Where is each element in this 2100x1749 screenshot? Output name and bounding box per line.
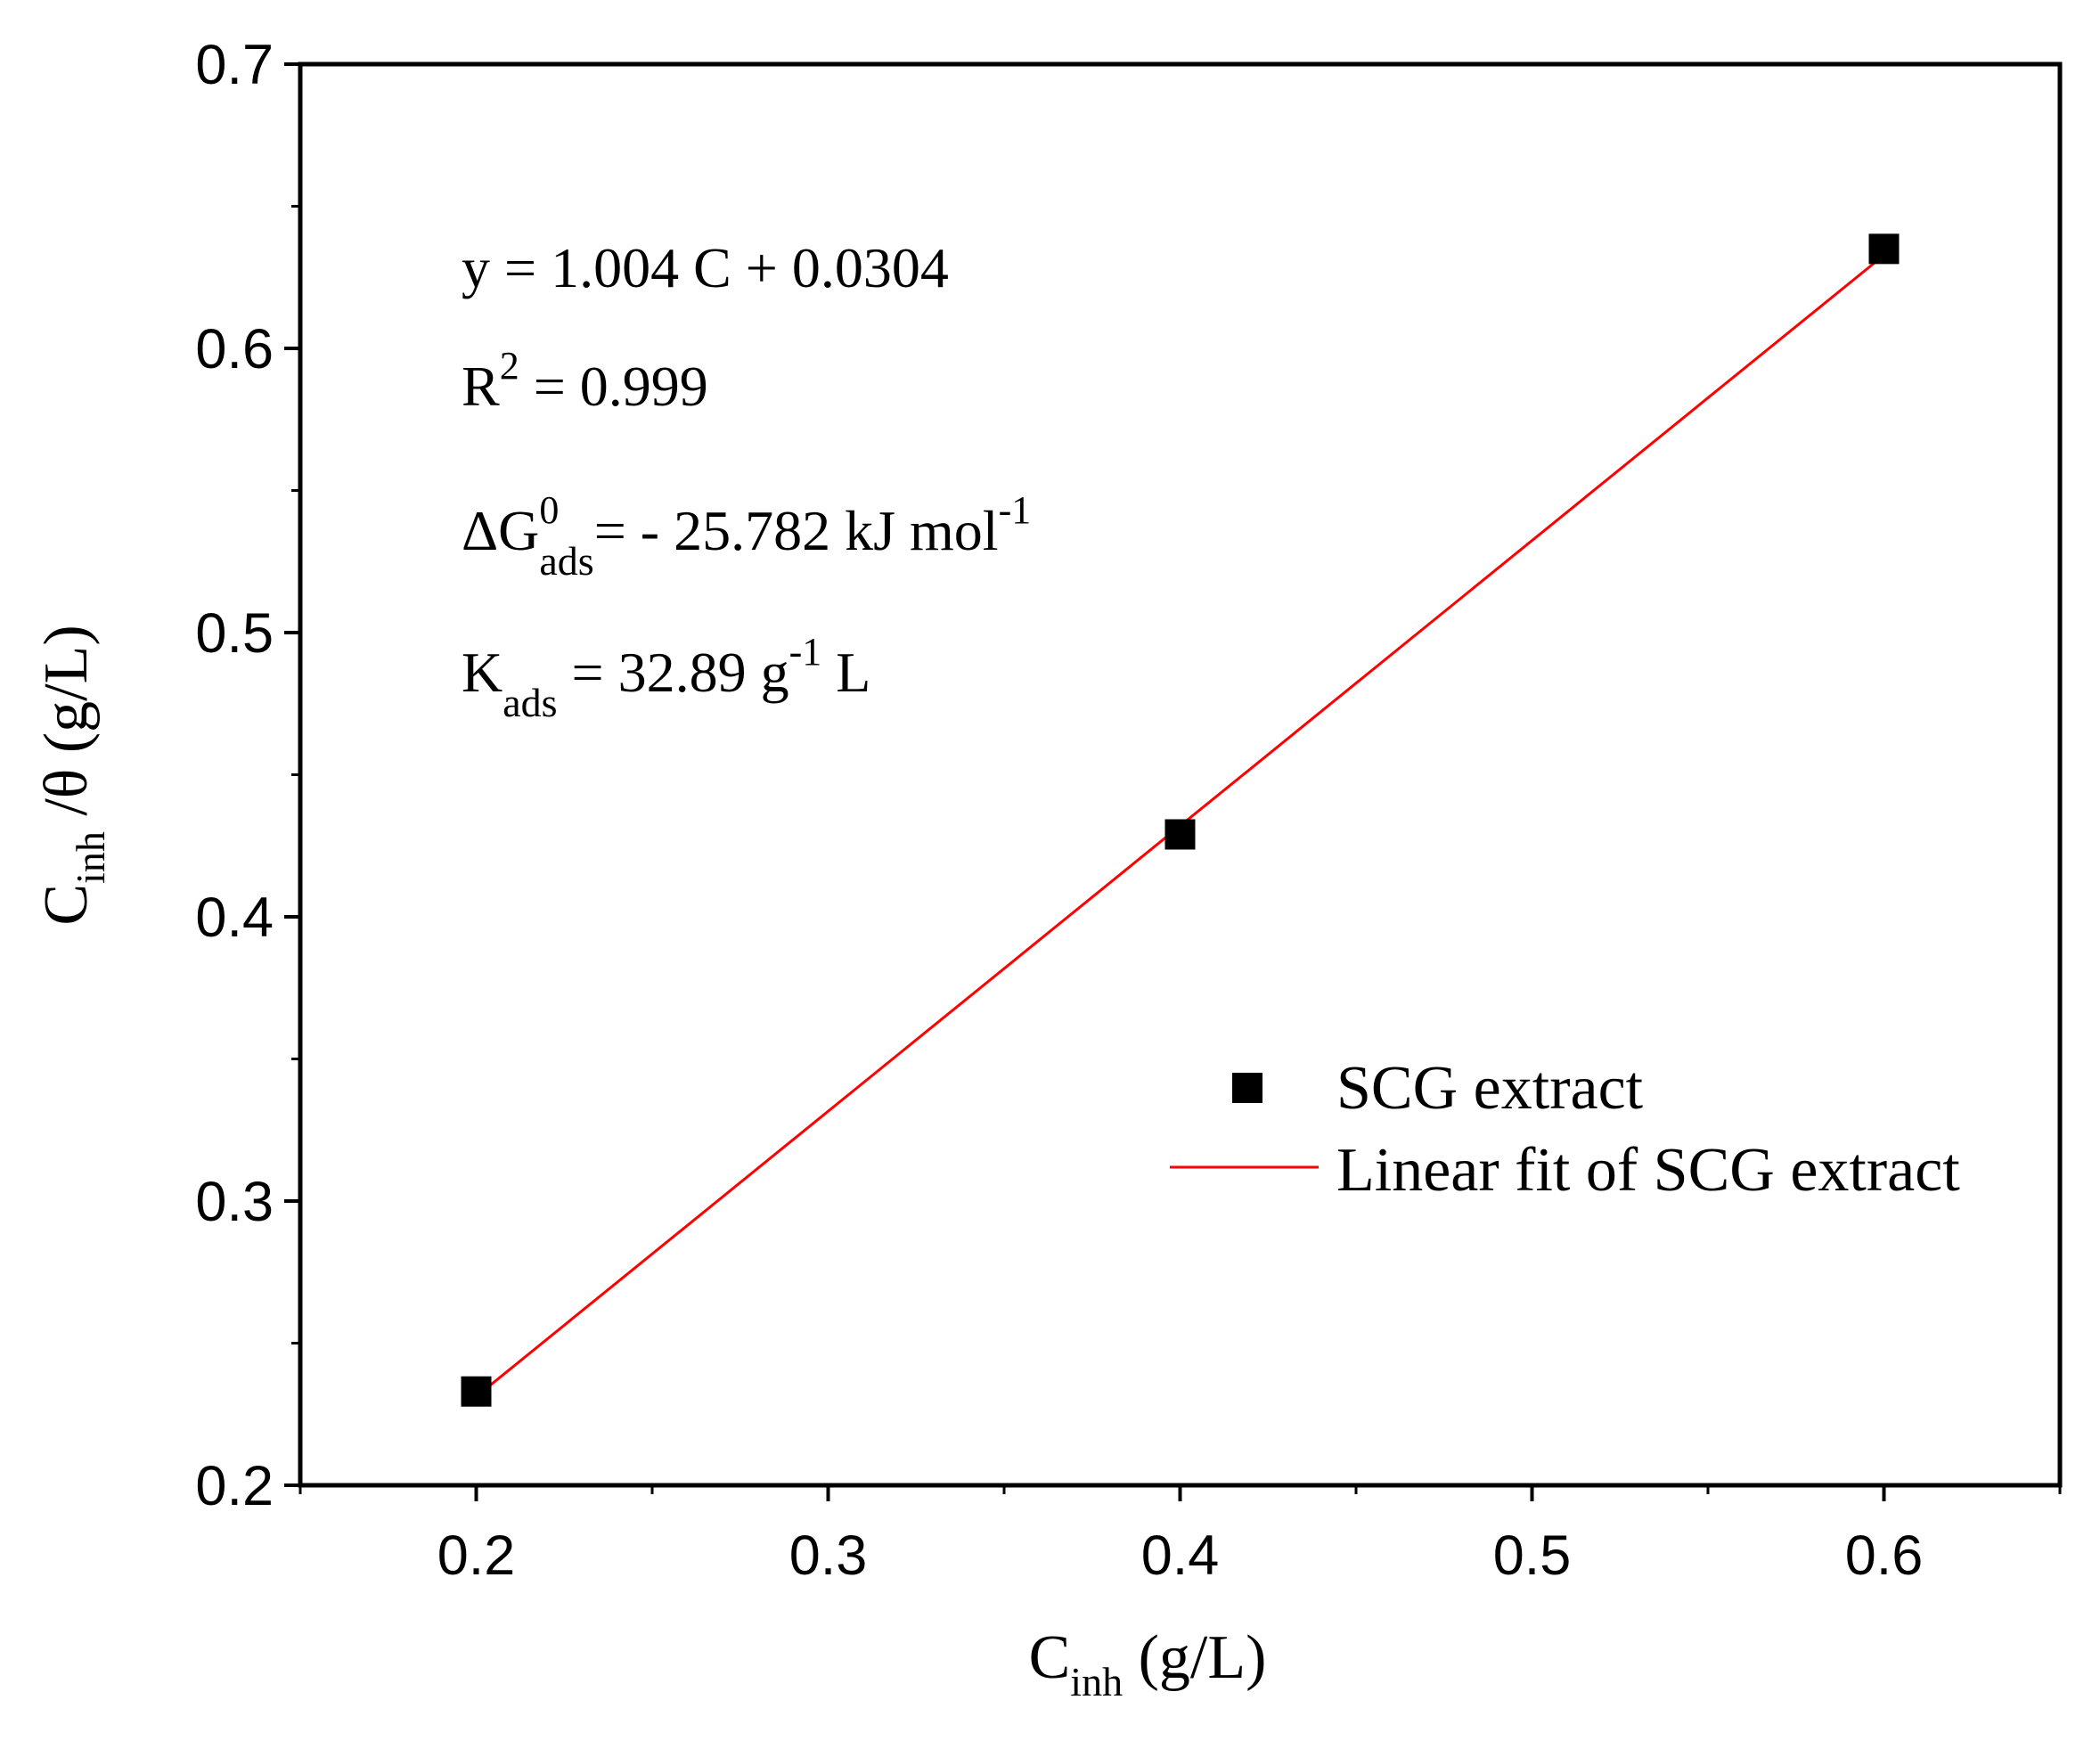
- legend-label-scg-extract: SCG extract: [1336, 1054, 1644, 1123]
- y-tick-label: 0.6: [195, 318, 274, 380]
- r-squared-annotation: R2 = 0.999: [462, 344, 708, 418]
- series-layer: [461, 233, 1900, 1407]
- x-tick-label: 0.3: [789, 1524, 868, 1587]
- x-axis-ticks: 0.2 0.3 0.4 0.5 0.6: [298, 1485, 2062, 1587]
- y-tick-label: 0.7: [195, 34, 274, 96]
- y-axis-ticks: 0.2 0.3 0.4 0.5 0.6 0.7: [195, 34, 300, 1517]
- x-axis-title: Cinh (g/L): [1029, 1623, 1267, 1704]
- y-tick-label: 0.4: [195, 887, 274, 949]
- gibbs-energy-annotation: ΔG0 ads= - 25.782 kJ mol-1: [462, 488, 1031, 584]
- legend-marker-scg-extract: [1232, 1073, 1262, 1103]
- data-point: [461, 1376, 492, 1407]
- y-axis-title: Cinh /θ (g/L): [32, 625, 113, 925]
- fit-equation: y = 1.004 C + 0.0304: [462, 236, 949, 299]
- k-ads-annotation: Kads = 32.89 g-1 L: [462, 630, 870, 725]
- y-tick-label: 0.2: [195, 1455, 274, 1517]
- data-point: [1164, 819, 1196, 850]
- legend: SCG extract Linear fit of SCG extract: [1170, 1054, 1960, 1205]
- y-tick-label: 0.3: [195, 1171, 274, 1233]
- data-point: [1868, 233, 1900, 265]
- legend-label-linear-fit: Linear fit of SCG extract: [1336, 1136, 1960, 1205]
- y-tick-label: 0.5: [195, 602, 274, 665]
- x-tick-label: 0.5: [1493, 1524, 1572, 1587]
- x-tick-label: 0.6: [1845, 1524, 1924, 1587]
- x-tick-label: 0.4: [1141, 1524, 1220, 1587]
- x-tick-label: 0.2: [437, 1524, 516, 1587]
